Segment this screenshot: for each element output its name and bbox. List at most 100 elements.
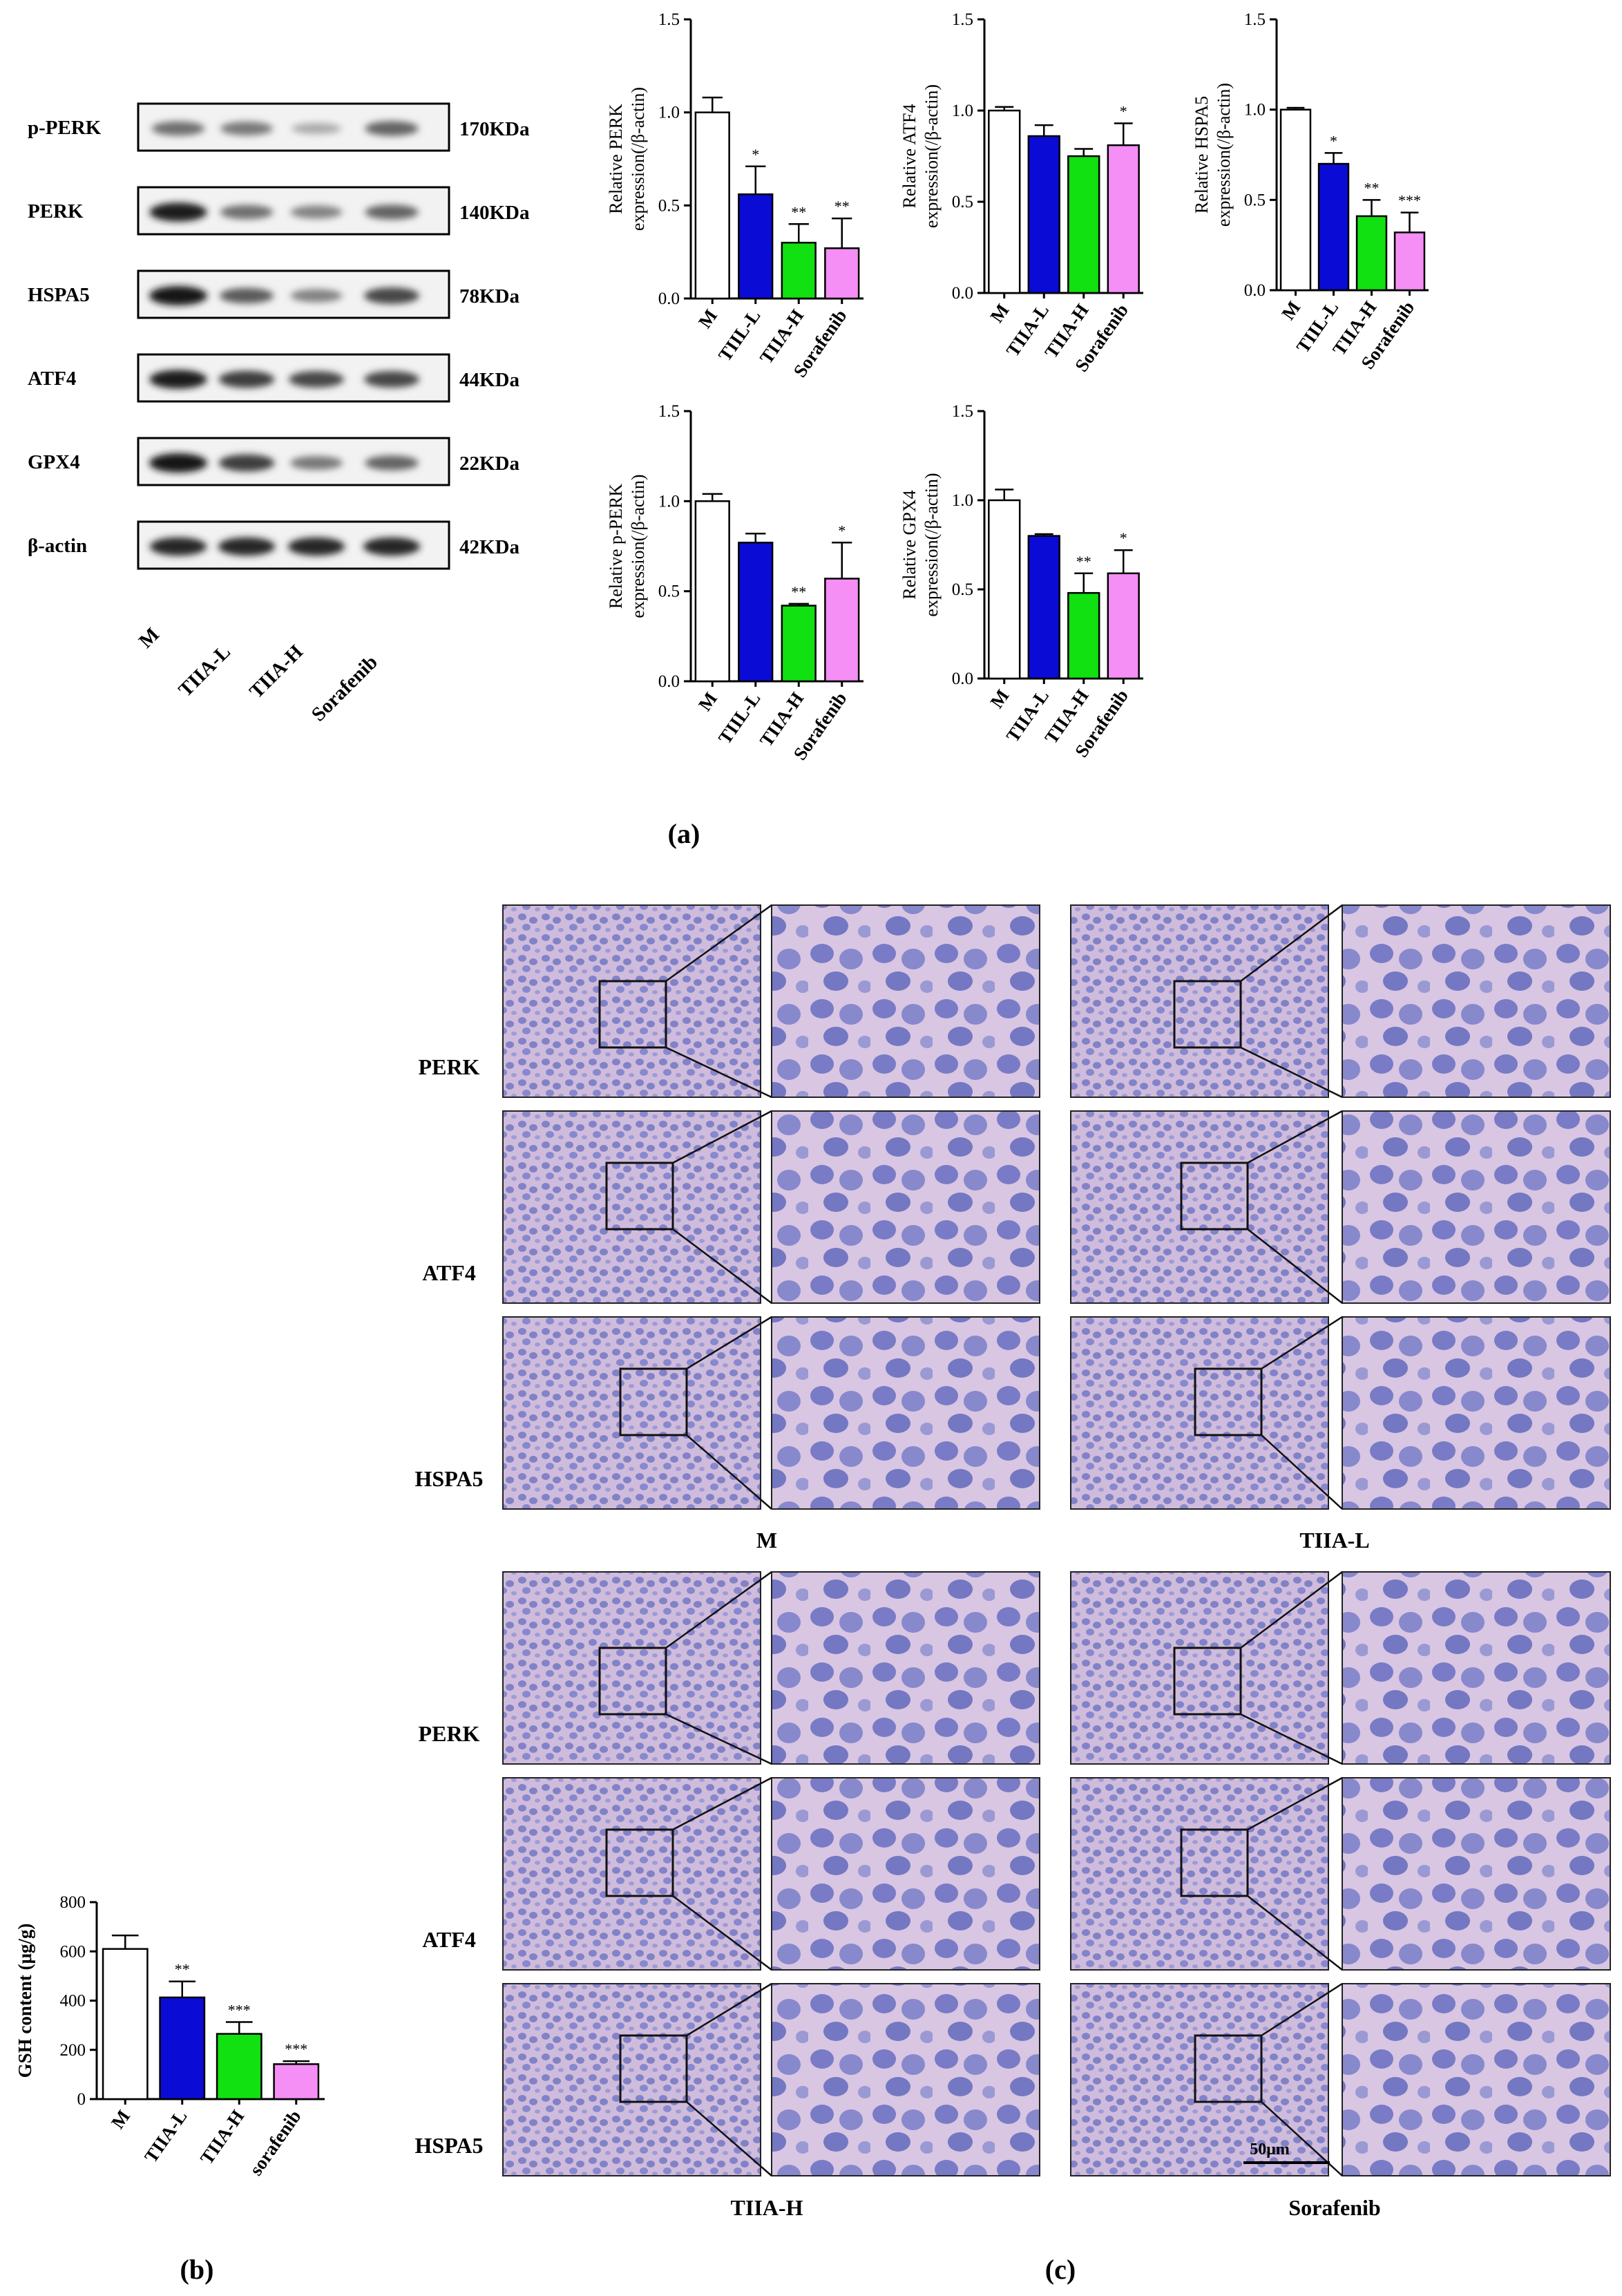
x-tick-label: M: [986, 685, 1013, 712]
bar-chart-2: 0.00.51.01.5M*TIIL-L**TIIA-H***Sorafenib…: [1192, 10, 1429, 373]
ihc-zoom-line: [1240, 1571, 1343, 1649]
x-tick-label: M: [107, 2106, 134, 2132]
bar-M: [988, 109, 1021, 294]
ihc-row-label: PERK: [419, 1054, 480, 1079]
ihc-inset-box: [1194, 2034, 1263, 2103]
y-tick-label: 1.5: [952, 402, 973, 421]
ihc-zoom-line: [665, 904, 772, 983]
bar-TIIA-H: [781, 241, 817, 300]
y-tick-label: 200: [60, 2041, 86, 2060]
ihc-inset-box: [1180, 1828, 1249, 1897]
blot-size-label: 140KDa: [459, 202, 530, 224]
blot-band: [218, 537, 276, 556]
significance-label: ***: [228, 2001, 251, 2018]
ihc-zoom-line: [1261, 1434, 1343, 1510]
significance-label: **: [1076, 553, 1091, 570]
blot-band: [220, 205, 274, 220]
scale-bar-label: 50μm: [1250, 2141, 1290, 2159]
bar-TIIA-L: [1027, 535, 1060, 680]
bar-TIIA-H: [1067, 155, 1100, 294]
bar-M: [988, 499, 1021, 680]
blot-protein-label: HSPA5: [28, 284, 90, 306]
ihc-group-label: M: [756, 1528, 777, 1553]
bar-chart-3: 0.00.51.01.5MTIIL-L**TIIA-H*SorafenibRel…: [606, 402, 864, 764]
blot-band: [149, 537, 207, 556]
ihc-zoom-line: [665, 1571, 772, 1649]
bar-Sorafenib: [824, 247, 860, 300]
blot-band: [219, 287, 274, 304]
ihc-zoom-line: [686, 1434, 772, 1510]
blot-protein-label: p-PERK: [28, 117, 102, 139]
ihc-row-label: HSPA5: [415, 1466, 484, 1491]
y-tick-label: 1.0: [952, 102, 973, 120]
y-axis-label: expression(/β-actin): [1214, 83, 1234, 227]
ihc-zoom-line: [686, 1316, 772, 1370]
bar-Sorafenib: [1393, 231, 1426, 292]
bar-TIIL-L: [738, 542, 774, 683]
ihc-zoom-line: [1247, 1110, 1343, 1164]
bar-TIIA-L: [1027, 135, 1060, 294]
blot-band: [290, 205, 343, 219]
y-tick-label: 0.5: [658, 196, 680, 215]
ihc-zoom-line: [665, 1046, 772, 1099]
ihc-row-label: ATF4: [422, 1927, 476, 1952]
ihc-row-label: HSPA5: [415, 2133, 484, 2158]
ihc-zoom-line: [1247, 1776, 1343, 1831]
blot-band: [363, 537, 421, 556]
y-tick-label: 1.0: [658, 104, 680, 122]
y-tick-label: 1.5: [658, 402, 680, 421]
y-tick-label: 1.0: [658, 492, 680, 511]
blot-protein-label: β-actin: [28, 535, 87, 557]
x-tick-label: M: [1277, 297, 1304, 323]
blot-size-label: 170KDa: [459, 118, 530, 140]
bar-M: [694, 500, 730, 683]
bar-Sorafenib: [1107, 144, 1140, 294]
blot-band: [151, 121, 205, 136]
bar-TIIA-L: [159, 1996, 206, 2100]
y-tick-label: 1.0: [1244, 101, 1266, 120]
blot-band: [364, 371, 419, 388]
y-tick-label: 600: [60, 1942, 86, 1961]
ihc-zoom-image: [771, 1110, 1040, 1304]
ihc-zoom-image: [771, 1777, 1040, 1971]
significance-label: *: [752, 146, 759, 163]
significance-label: *: [1120, 529, 1127, 547]
bar-TIIL-L: [738, 193, 774, 300]
blot-protein-label: ATF4: [28, 368, 76, 390]
ihc-zoom-line: [672, 1228, 772, 1304]
bar-TIIA-H: [1067, 591, 1100, 680]
significance-label: **: [791, 203, 806, 220]
y-axis-label: Relative PERK: [606, 104, 626, 214]
blot-band: [290, 456, 343, 470]
ihc-overview-image: [1070, 1316, 1329, 1510]
ihc-zoom-line: [672, 1895, 772, 1971]
ihc-overview-image: [502, 1983, 761, 2176]
ihc-overview-image: [502, 904, 761, 1098]
ihc-inset-box: [619, 1367, 688, 1436]
ihc-inset-box: [619, 2034, 688, 2103]
bar-TIIA-H: [1355, 215, 1388, 292]
bar-TIIA-H: [781, 605, 817, 683]
y-axis-label: expression(/β-actin): [922, 84, 942, 228]
ihc-overview-image: [502, 1571, 761, 1765]
y-axis-label: expression(/β-actin): [628, 474, 648, 618]
bar-sorafenib: [273, 2063, 320, 2100]
ihc-zoom-line: [1240, 1046, 1343, 1099]
blot-band: [149, 370, 207, 389]
bar-TIIL-L: [1317, 162, 1350, 292]
ihc-overview-image: [502, 1316, 761, 1510]
ihc-row-label: PERK: [419, 1721, 480, 1746]
ihc-zoom-image: [1342, 1110, 1611, 1304]
y-tick-label: 400: [60, 1992, 86, 2011]
blot-band: [149, 286, 207, 305]
significance-label: ***: [1398, 192, 1421, 209]
ihc-zoom-image: [771, 1571, 1040, 1765]
ihc-inset-box: [605, 1161, 674, 1231]
blot-band: [365, 205, 419, 220]
ihc-zoom-image: [1342, 1571, 1611, 1765]
ihc-zoom-image: [771, 1983, 1040, 2176]
ihc-zoom-image: [1342, 1777, 1611, 1971]
y-tick-label: 0.0: [1244, 281, 1266, 300]
blot-size-label: 22KDa: [459, 453, 520, 475]
